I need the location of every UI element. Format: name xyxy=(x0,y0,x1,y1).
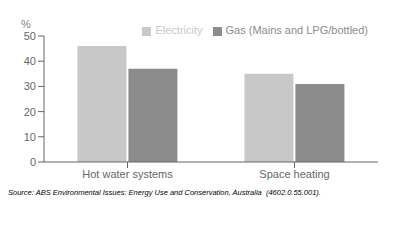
svg-text:Hot water systems: Hot water systems xyxy=(82,168,173,180)
svg-text:40: 40 xyxy=(24,55,36,67)
html-text:Source: ABS Environmental Issu: Source: ABS Environmental Issues: Energy… xyxy=(8,188,321,197)
html-text:Electricity: Electricity xyxy=(155,24,203,36)
svg-text:%: % xyxy=(21,18,31,30)
svg-text:20: 20 xyxy=(24,106,36,118)
svg-text:Space heating: Space heating xyxy=(259,168,329,180)
svg-text:30: 30 xyxy=(24,80,36,92)
html-text:Gas (Mains and LPG/bottled): Gas (Mains and LPG/bottled) xyxy=(225,24,368,36)
svg-text:10: 10 xyxy=(24,131,36,143)
svg-text:50: 50 xyxy=(24,30,36,42)
svg-text:0: 0 xyxy=(30,156,36,168)
